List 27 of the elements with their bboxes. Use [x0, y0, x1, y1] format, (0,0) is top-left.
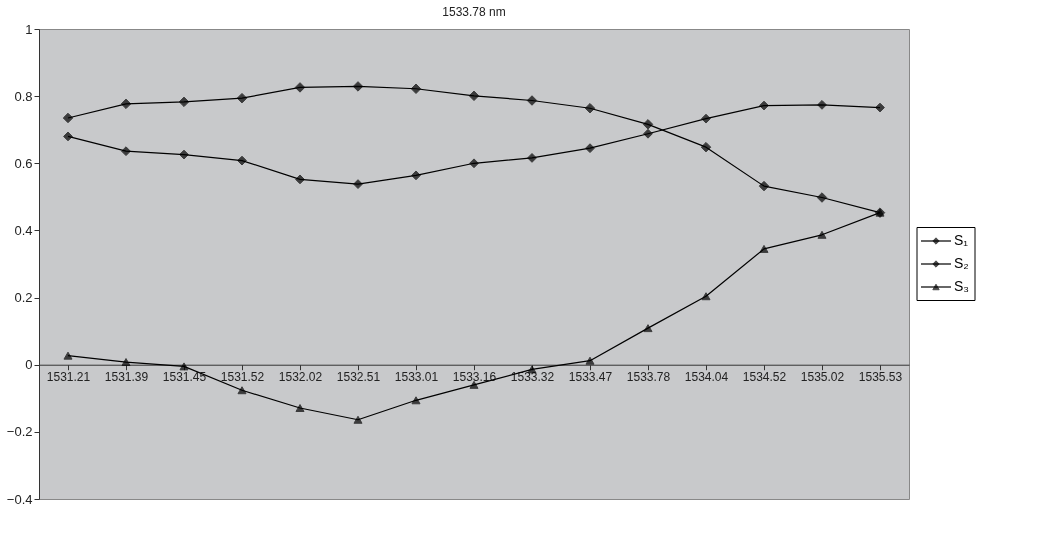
- y-tick-label: 0: [25, 357, 33, 373]
- x-tick-label: 1533.78: [626, 370, 671, 385]
- x-tick-label: 1535.02: [800, 370, 845, 385]
- legend-label: S₃: [954, 278, 970, 294]
- y-tick-label: 1: [25, 21, 33, 37]
- y-tick-label: 0.8: [14, 88, 33, 104]
- y-tick-label: 0.4: [14, 222, 33, 238]
- x-tick-label: 1533.16: [452, 370, 497, 385]
- legend-label: S₂: [954, 255, 969, 271]
- x-tick-label: 1531.39: [104, 370, 149, 385]
- x-tick-label: 1531.21: [46, 370, 91, 385]
- x-tick-label: 1531.45: [162, 370, 207, 385]
- x-tick-label: 1533.32: [510, 370, 555, 385]
- x-tick-label: 1534.04: [684, 370, 729, 385]
- x-tick-label: 1531.52: [220, 370, 265, 385]
- legend-label: S₁: [954, 232, 969, 248]
- x-tick-label: 1534.52: [742, 370, 787, 385]
- y-tick-label: −0.4: [6, 491, 33, 507]
- chart-title: 1533.78 nm: [442, 5, 506, 19]
- y-tick-label: 0.2: [14, 290, 33, 306]
- x-tick-label: 1533.47: [568, 370, 613, 385]
- x-tick-label: 1532.02: [278, 370, 323, 385]
- x-tick-label: 1532.51: [336, 370, 381, 385]
- y-tick-label: −0.2: [6, 424, 33, 440]
- x-tick-label: 1533.01: [394, 370, 439, 385]
- x-tick-label: 1535.53: [858, 370, 903, 385]
- y-tick-label: 0.6: [14, 155, 33, 171]
